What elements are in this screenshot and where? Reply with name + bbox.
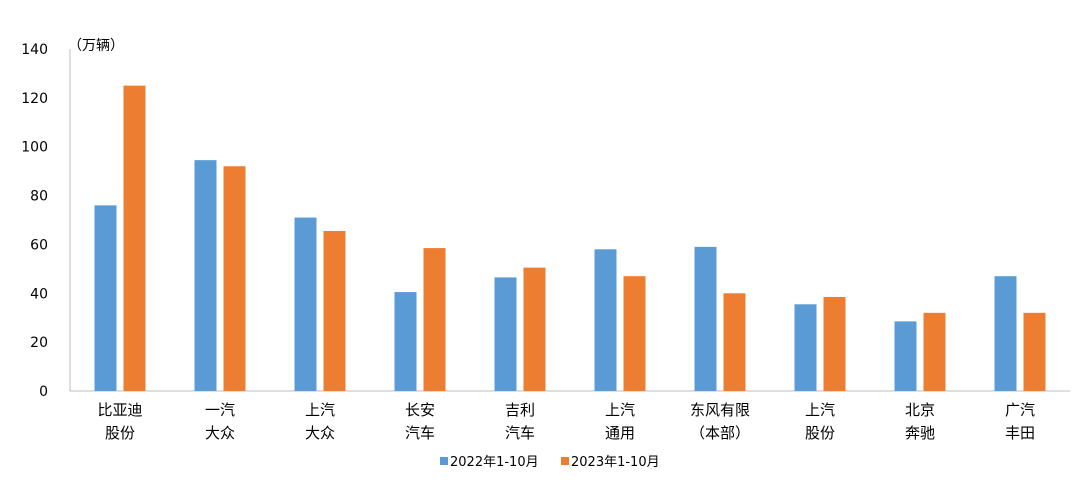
bar-series2-10 (1023, 312, 1046, 391)
bar-series1-4 (394, 292, 417, 391)
bar-series2-6 (623, 276, 646, 391)
x-category-label: 长安汽车 (405, 401, 435, 442)
bar-series1-1 (94, 205, 117, 391)
bar-series1-6 (594, 249, 617, 391)
x-category-label: 比亚迪股份 (97, 401, 142, 442)
legend: 2022年1-10月 2023年1-10月 (440, 455, 660, 470)
y-tick-label: 120 (21, 91, 48, 107)
x-category-label: 上汽大众 (305, 401, 335, 442)
y-tick-label: 40 (30, 286, 48, 302)
bar-series2-1 (123, 85, 146, 392)
legend-label-2: 2023年1-10月 (571, 455, 660, 470)
legend-label-1: 2022年1-10月 (450, 455, 539, 470)
x-category-label: 上汽股份 (805, 401, 835, 442)
bar-series1-9 (894, 321, 917, 391)
bar-series2-5 (523, 267, 546, 391)
x-category-label: 吉利汽车 (505, 401, 535, 442)
y-unit-label: （万辆） (68, 38, 124, 54)
bar-series1-7 (694, 246, 717, 391)
bar-series2-7 (723, 293, 746, 391)
bar-series1-5 (494, 277, 517, 391)
bar-series1-10 (994, 276, 1017, 391)
bar-series2-4 (423, 248, 446, 391)
x-category-label: 北京奔驰 (905, 401, 935, 442)
legend-swatch-2 (561, 457, 569, 465)
x-category-label: 上汽通用 (605, 401, 635, 442)
x-category-label: 广汽丰田 (1005, 401, 1035, 442)
y-tick-label: 0 (39, 384, 48, 400)
y-tick-label: 100 (21, 140, 48, 156)
x-category-label: 一汽大众 (205, 401, 235, 442)
y-tick-label: 140 (21, 42, 48, 58)
bar-series1-3 (294, 217, 317, 391)
x-category-label: 东风有限（本部） (690, 401, 750, 442)
y-tick-label: 60 (30, 237, 48, 253)
bars (94, 85, 1046, 392)
x-axis: 比亚迪股份 一汽大众 上汽大众 长安汽车 吉利汽车 上汽通用 东风有限（本部） 上汽股份 北京奔… (97, 401, 1035, 442)
legend-swatch-1 (440, 457, 448, 465)
bar-series1-2 (194, 160, 217, 391)
bar-series2-9 (923, 312, 946, 391)
bar-series2-3 (323, 230, 346, 391)
bar-series2-8 (823, 296, 846, 391)
y-tick-label: 20 (30, 335, 48, 351)
y-tick-label: 80 (30, 189, 48, 205)
bar-series1-8 (794, 304, 817, 391)
bar-series2-2 (223, 166, 246, 391)
